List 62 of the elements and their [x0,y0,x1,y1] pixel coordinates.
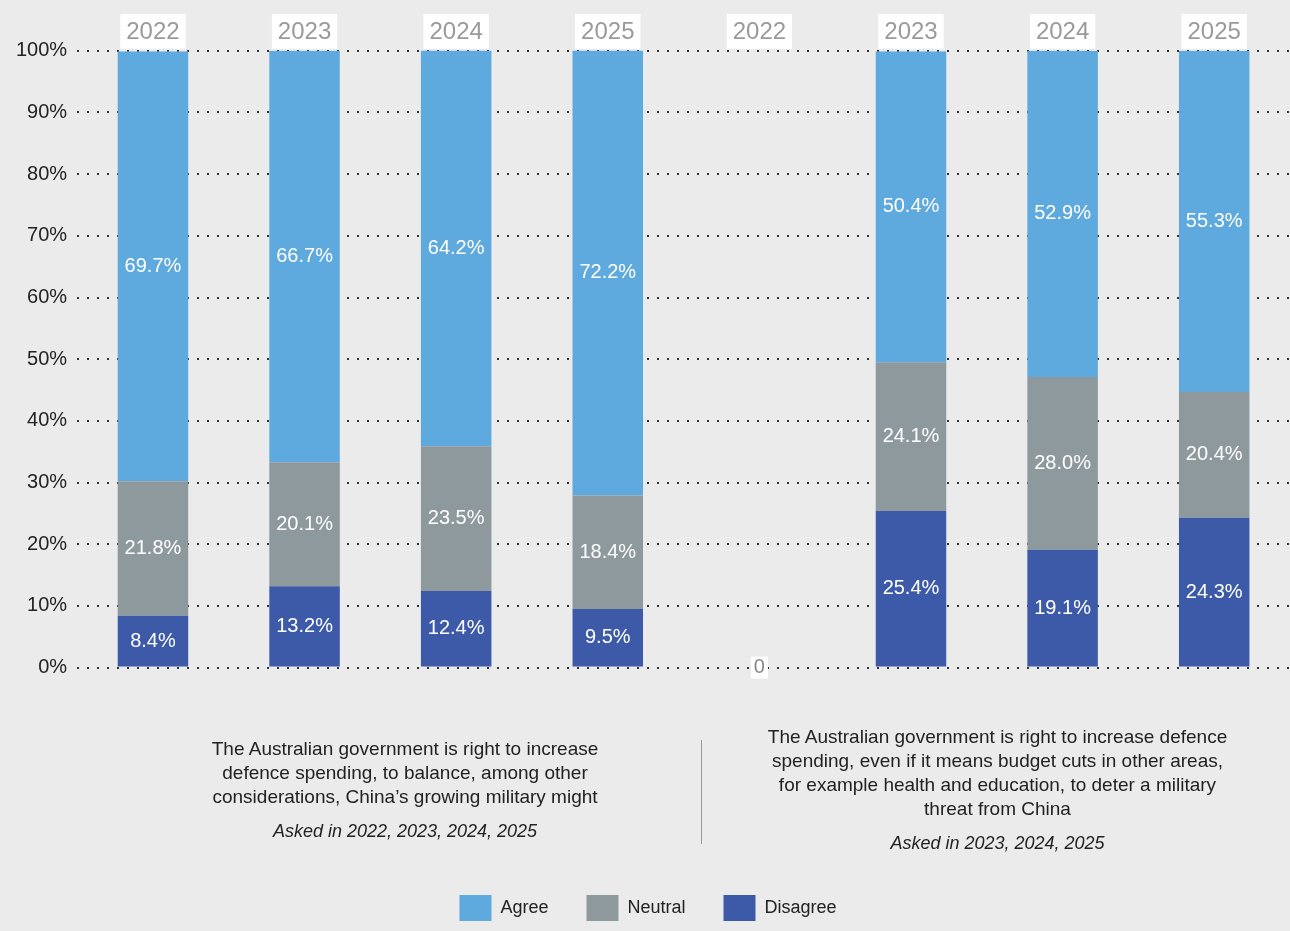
data-label: 13.2% [276,613,334,636]
data-label: 20.1% [276,511,334,534]
bar [572,495,644,609]
data-label: 66.7% [276,244,334,267]
bar [1027,549,1098,667]
y-tick-label: 40% [27,408,68,431]
y-tick-label: 0% [38,655,68,678]
data-label: 12.4% [427,616,485,639]
bar [1178,391,1250,518]
data-label: 72.2% [579,260,637,283]
data-label: 69.7% [124,253,182,276]
y-tick-label: 100% [16,38,68,61]
text: Asked in 2023, 2024, 2025 [889,832,1106,855]
bar [420,446,492,592]
bar [117,481,189,616]
legend-label: Neutral [627,896,686,917]
y-tick-label: 70% [27,223,68,246]
x-tick-label: 2022 [732,17,787,45]
bar [269,462,340,587]
data-label: 24.1% [882,424,940,447]
x-tick-label: 2023 [884,17,938,45]
x-tick-label: 2022 [126,17,180,45]
data-label: 19.1% [1034,595,1092,618]
bar [572,609,644,667]
data-label: 23.5% [427,506,485,529]
bar [117,615,189,667]
data-label: 64.2% [427,235,485,258]
bar [269,586,340,667]
x-tick-label: 2025 [581,17,635,45]
data-label: 9.5% [584,625,631,648]
data-label: 50.4% [882,194,940,217]
x-tick-label: 2023 [277,17,332,45]
data-label: 0 [753,655,765,678]
y-tick-label: 20% [27,531,68,554]
x-tick-label: 2024 [1035,17,1090,45]
data-label: 24.3% [1185,579,1243,602]
data-label: 20.4% [1185,442,1243,465]
y-tick-label: 80% [27,161,68,184]
x-tick-label: 2025 [1187,17,1241,45]
bar [1178,517,1250,667]
data-label: 21.8% [124,536,182,559]
y-tick-label: 10% [27,593,68,616]
text: The Australian government is right to increase defence spending, even if it means budget cuts in other areas, for example health and education, to deter a military threat from China [766,725,1229,821]
legend-label: Disagree [764,896,837,917]
text: Asked in 2022, 2023, 2024, 2025 [271,820,539,843]
data-label: 52.9% [1034,201,1092,224]
y-tick-label: 30% [27,470,68,493]
bar [420,591,492,667]
bar [875,510,947,667]
y-tick-label: 50% [27,346,68,369]
text: The Australian government is right to increase defence spending, to balance, among other considerations, China’s growing military might [210,737,600,809]
data-label: 28.0% [1034,450,1092,473]
data-label: 18.4% [579,539,637,562]
y-tick-label: 60% [27,285,68,308]
bar [1027,377,1098,550]
data-label: 25.4% [882,576,940,599]
y-tick-label: 90% [27,100,68,122]
data-label: 55.3% [1185,208,1243,231]
data-label: 8.4% [130,628,176,651]
x-tick-label: 2024 [429,17,483,45]
legend-label: Agree [500,896,549,917]
bar [875,362,947,511]
